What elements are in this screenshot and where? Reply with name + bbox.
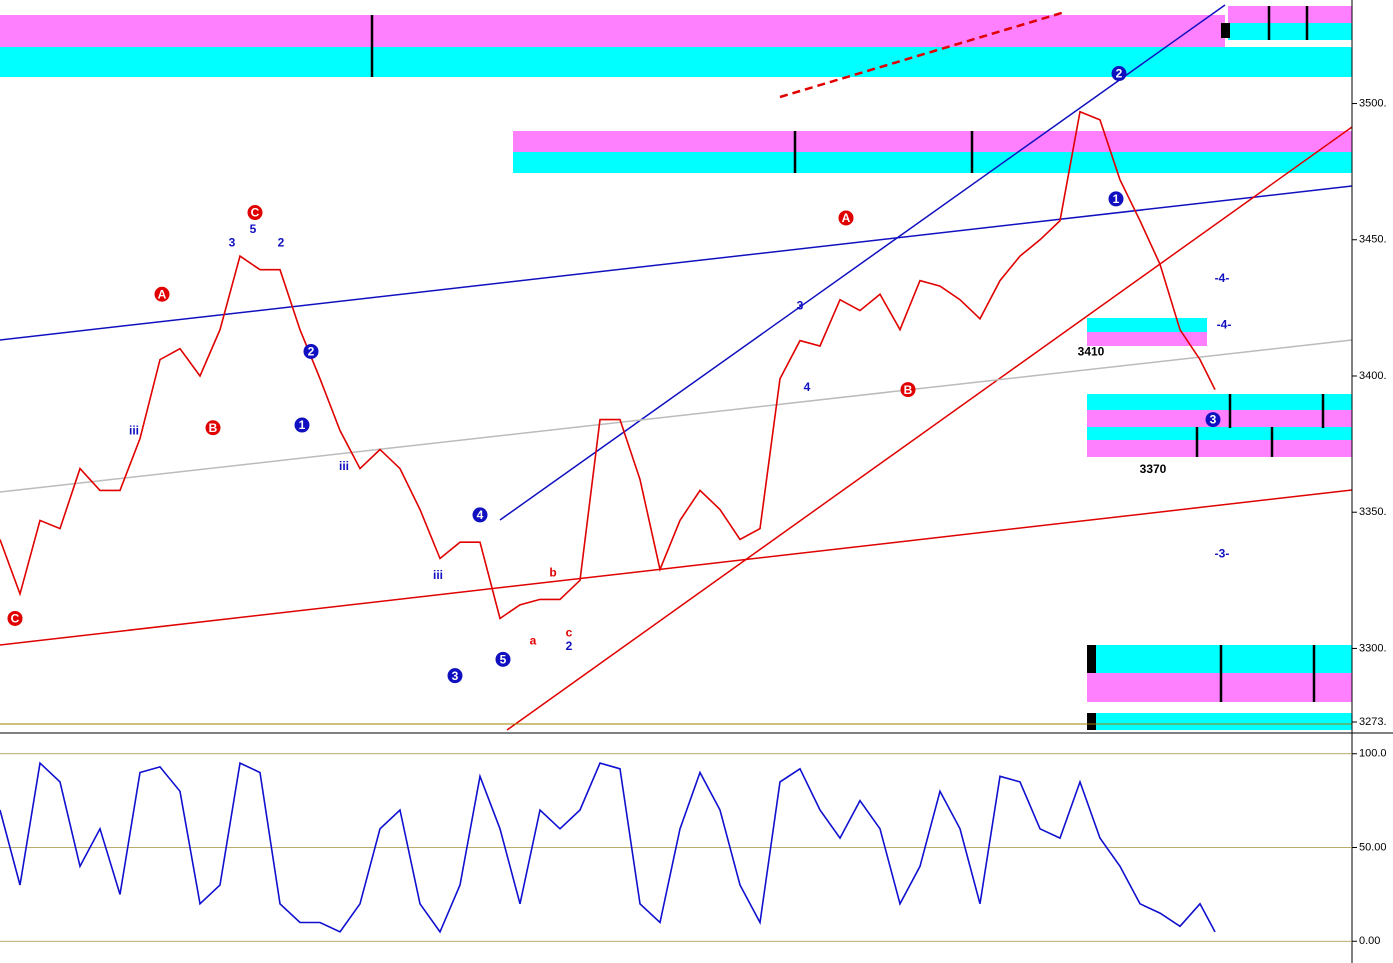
annotation: b bbox=[549, 565, 556, 579]
annotation: -3- bbox=[1215, 546, 1230, 560]
annotation: B bbox=[209, 421, 218, 435]
zone bbox=[1228, 6, 1352, 23]
zone bbox=[513, 152, 1352, 173]
annotation: iii bbox=[339, 459, 349, 473]
label-circle bbox=[247, 205, 263, 221]
label-circle bbox=[838, 210, 854, 226]
annotation: 3 bbox=[229, 236, 236, 250]
y-tick-label: 3300. bbox=[1359, 642, 1387, 654]
y-tick-label: 3273. bbox=[1359, 716, 1387, 728]
annotation: 4 bbox=[804, 380, 811, 394]
annotation: a bbox=[530, 633, 537, 647]
zone bbox=[1087, 440, 1352, 457]
y-tick-label: 3400. bbox=[1359, 370, 1387, 382]
zone-block bbox=[1087, 645, 1096, 673]
annotation: 3 bbox=[1210, 413, 1217, 427]
annotation: C bbox=[251, 206, 260, 220]
annotation: c bbox=[566, 625, 573, 639]
label-circle bbox=[7, 610, 23, 626]
y-tick-label: 50.00 bbox=[1359, 841, 1387, 853]
annotation: 3 bbox=[452, 669, 459, 683]
trend-line bbox=[0, 339, 1353, 493]
annotation: -4- bbox=[1217, 317, 1232, 331]
label-circle bbox=[1111, 66, 1127, 82]
zone bbox=[1087, 332, 1207, 346]
annotation: A bbox=[158, 287, 167, 301]
annotation: 3 bbox=[797, 298, 804, 312]
label-circle bbox=[447, 668, 463, 684]
label-circle bbox=[294, 417, 310, 433]
plot-layer: 3500. 3450. 3400. 3350. 3300. 3273. C A B C 1 2 3 4 5 A… bbox=[0, 66, 1387, 947]
y-tick-label: 0.00 bbox=[1359, 935, 1380, 947]
trend-line bbox=[499, 4, 1226, 521]
zone bbox=[1087, 645, 1352, 673]
y-tick-label: 3350. bbox=[1359, 506, 1387, 518]
series-line bbox=[0, 761, 1216, 934]
annotation: -4- bbox=[1215, 271, 1230, 285]
zone-block bbox=[1221, 23, 1230, 38]
annotation: 2 bbox=[308, 345, 315, 359]
annotation: 3410 bbox=[1078, 345, 1105, 359]
label-circle bbox=[205, 420, 221, 436]
annotation: 2 bbox=[566, 639, 573, 653]
zones bbox=[0, 6, 1352, 730]
zone bbox=[1087, 673, 1352, 702]
annotation: 5 bbox=[500, 653, 507, 667]
annotation: A bbox=[842, 211, 851, 225]
zone bbox=[1087, 713, 1352, 730]
label-circle bbox=[900, 382, 916, 398]
annotation: 1 bbox=[1113, 192, 1120, 206]
annotation: 2 bbox=[1116, 67, 1123, 81]
zone bbox=[513, 131, 1352, 152]
label-circle bbox=[154, 286, 170, 302]
label-circle bbox=[303, 343, 319, 359]
annotation: 3370 bbox=[1140, 462, 1167, 476]
label-circle bbox=[1205, 412, 1221, 428]
annotation: 2 bbox=[278, 236, 285, 250]
label-circle bbox=[495, 651, 511, 667]
forecast-arrow bbox=[779, 10, 1066, 99]
zone bbox=[1087, 394, 1352, 410]
annotation: 4 bbox=[477, 508, 484, 522]
zone-block bbox=[1087, 713, 1096, 730]
annotation: 1 bbox=[299, 418, 306, 432]
trend-line bbox=[0, 185, 1353, 341]
y-tick-label: 100.0 bbox=[1359, 748, 1387, 760]
annotation: 5 bbox=[250, 222, 257, 236]
zone bbox=[0, 47, 1352, 77]
series-line bbox=[0, 110, 1216, 620]
label-circle bbox=[1108, 191, 1124, 207]
label-circle bbox=[472, 507, 488, 523]
zone bbox=[0, 15, 1225, 47]
trend-lines bbox=[0, 4, 1353, 731]
zone bbox=[1228, 23, 1352, 40]
zone bbox=[1087, 427, 1352, 440]
y-tick-label: 3500. bbox=[1359, 97, 1387, 109]
annotation: C bbox=[11, 612, 20, 626]
y-tick-label: 3450. bbox=[1359, 234, 1387, 246]
zone bbox=[1087, 318, 1207, 332]
annotation: B bbox=[904, 383, 913, 397]
trend-line bbox=[506, 126, 1353, 731]
annotation: iii bbox=[433, 568, 443, 582]
annotation: iii bbox=[129, 424, 139, 438]
trend-line bbox=[0, 489, 1353, 646]
